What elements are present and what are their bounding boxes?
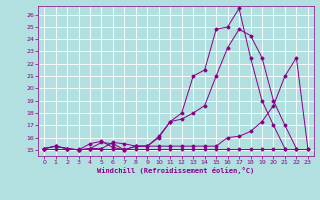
X-axis label: Windchill (Refroidissement éolien,°C): Windchill (Refroidissement éolien,°C) <box>97 167 255 174</box>
